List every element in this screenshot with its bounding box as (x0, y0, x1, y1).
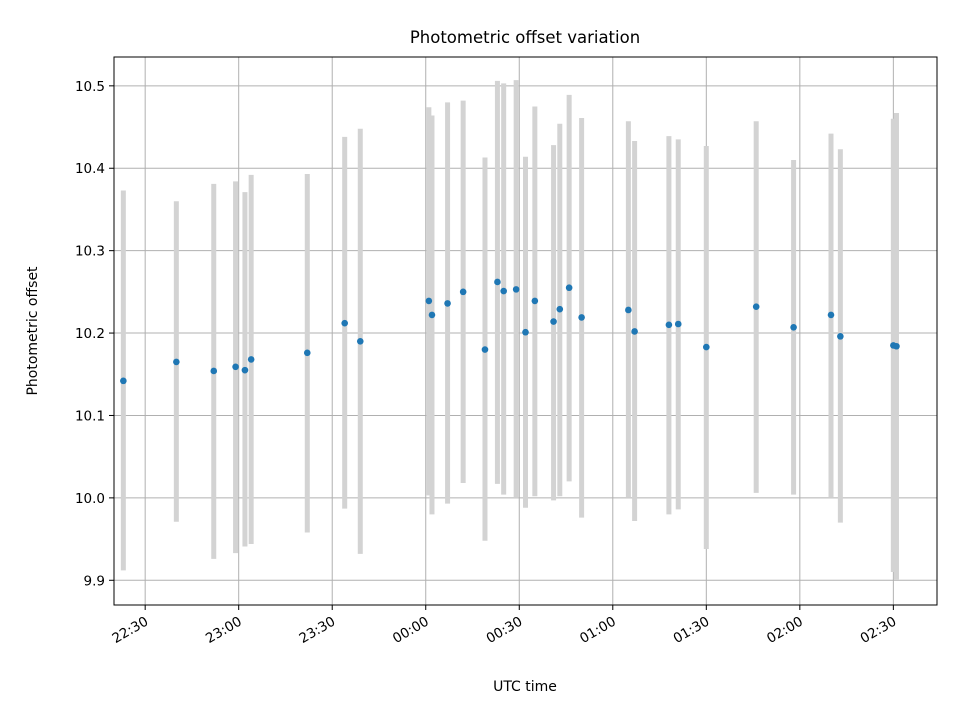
x-tick-label: 00:00 (390, 614, 432, 647)
data-point (790, 323, 797, 331)
data-point (674, 320, 682, 328)
data-point (665, 321, 673, 329)
x-tick-label: 02:30 (858, 614, 900, 647)
chart-title: Photometric offset variation (410, 28, 640, 47)
y-tick-label: 10.3 (75, 244, 105, 260)
data-point (481, 346, 489, 353)
x-tick-label: 02:00 (764, 614, 806, 647)
data-point (522, 328, 529, 336)
data-point (356, 338, 364, 345)
error-bars (120, 80, 899, 580)
data-point (631, 328, 638, 335)
data-point (565, 284, 573, 292)
data-point (247, 356, 255, 363)
y-tick-label: 10.1 (75, 408, 105, 424)
x-axis-label: UTC time (493, 679, 557, 695)
y-tick-label: 9.9 (84, 573, 105, 589)
data-point (512, 286, 520, 293)
y-axis-ticks: 9.9 10.0 10.1 10.2 10.3 10.4 10.5 (75, 79, 114, 589)
x-tick-label: 01:00 (577, 614, 619, 647)
y-tick-label: 10.0 (75, 491, 105, 507)
plot-frame (113, 56, 938, 606)
data-point (556, 305, 564, 313)
y-tick-label: 10.5 (75, 79, 105, 95)
x-axis-ticks: 22:30 23:00 23:30 00:00 00:30 01:00 01:30 02:00… (109, 605, 899, 647)
data-point (893, 342, 900, 350)
data-point (837, 333, 844, 340)
data-point (459, 288, 467, 296)
data-point (827, 311, 835, 319)
data-point (425, 297, 433, 305)
y-tick-label: 10.2 (75, 326, 105, 342)
data-point (531, 297, 539, 305)
data-point (428, 311, 436, 319)
data-point (550, 318, 557, 325)
y-axis-label: Photometric offset (25, 266, 41, 396)
x-tick-label: 23:00 (203, 614, 245, 647)
data-point (341, 319, 348, 327)
y-tick-label: 10.4 (75, 161, 105, 177)
data-point (120, 377, 127, 385)
data-point (444, 300, 451, 307)
data-point (703, 343, 710, 351)
x-tick-label: 23:30 (297, 614, 339, 647)
data-point (500, 287, 507, 295)
data-point (232, 363, 239, 371)
data-point (173, 358, 180, 366)
data-point (625, 306, 632, 314)
data-point (241, 366, 249, 374)
x-tick-label: 00:30 (484, 614, 526, 647)
data-point (578, 314, 585, 321)
x-tick-label: 22:30 (109, 614, 151, 647)
data-points (120, 278, 900, 385)
data-point (303, 349, 311, 357)
data-point (752, 303, 760, 310)
data-point (210, 367, 218, 375)
data-point (494, 278, 501, 286)
x-tick-label: 01:30 (671, 614, 713, 647)
